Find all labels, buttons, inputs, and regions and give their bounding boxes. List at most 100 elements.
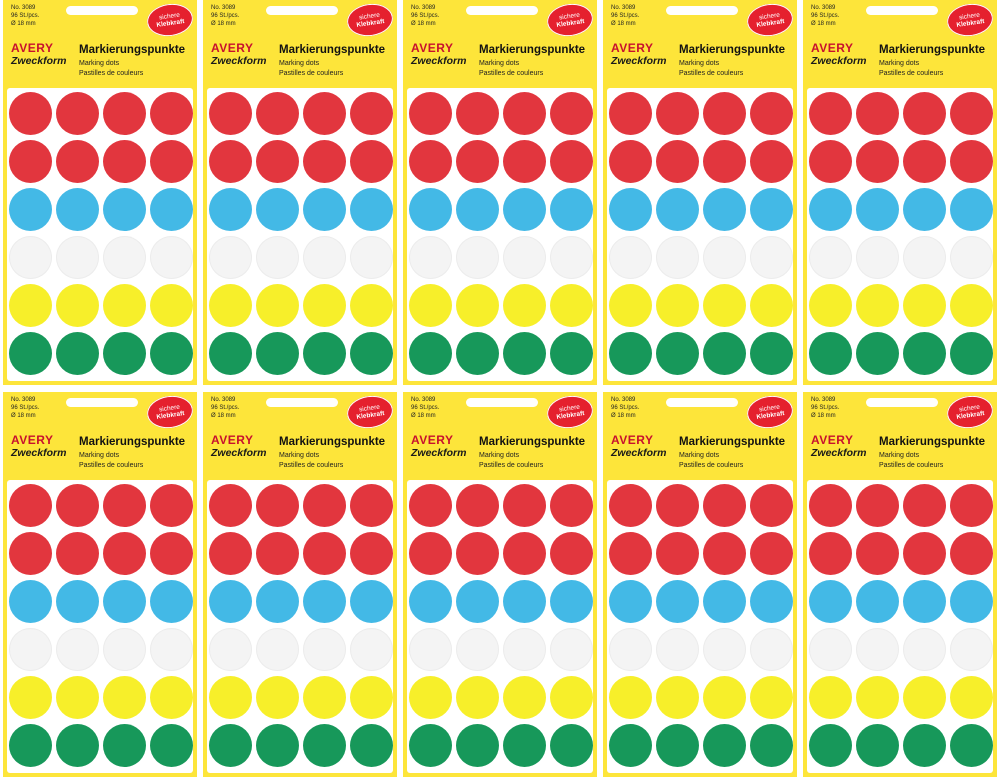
brand-logo: AVERY Zweckform xyxy=(811,42,869,80)
brand-avery: AVERY xyxy=(11,433,54,447)
white-dot xyxy=(856,628,899,671)
red-dot xyxy=(456,92,499,135)
quantity-label: 96 St./pcs. xyxy=(211,13,240,19)
red-dot xyxy=(856,484,899,527)
red-dot xyxy=(950,140,993,183)
green-dot xyxy=(350,332,393,375)
product-subtitle-en: Marking dots xyxy=(879,452,920,459)
red-dot xyxy=(150,484,193,527)
red-dot xyxy=(103,140,146,183)
pack-meta: No. 3089 96 St./pcs. Ø 18 mm xyxy=(611,396,639,420)
red-dot xyxy=(409,92,452,135)
green-dot xyxy=(456,724,499,767)
pack-meta: No. 3089 96 St./pcs. Ø 18 mm xyxy=(611,4,639,28)
yellow-dot xyxy=(703,284,746,327)
white-dot xyxy=(609,628,652,671)
sticker-pack: No. 3089 96 St./pcs. Ø 18 mm sichere Kle… xyxy=(803,0,997,385)
yellow-dot xyxy=(950,676,993,719)
blue-dot xyxy=(950,580,993,623)
red-dot xyxy=(703,92,746,135)
red-dot xyxy=(550,484,593,527)
white-dot xyxy=(56,628,99,671)
green-dot xyxy=(750,332,793,375)
red-dot xyxy=(256,532,299,575)
hang-slot xyxy=(266,398,338,407)
green-dot xyxy=(809,332,852,375)
yellow-dot xyxy=(750,676,793,719)
pack-meta: No. 3089 96 St./pcs. Ø 18 mm xyxy=(11,4,39,28)
product-title: Markierungspunkte xyxy=(79,436,186,448)
white-dot xyxy=(456,236,499,279)
red-dot xyxy=(856,92,899,135)
blue-dot xyxy=(9,580,52,623)
yellow-dot xyxy=(350,676,393,719)
article-number: No. 3089 xyxy=(811,397,836,403)
brand-avery: AVERY xyxy=(211,41,254,55)
red-dot xyxy=(903,484,946,527)
white-dot xyxy=(103,236,146,279)
white-dot xyxy=(456,628,499,671)
product-title: Markierungspunkte xyxy=(479,44,586,56)
red-dot xyxy=(209,484,252,527)
product-title: Markierungspunkte xyxy=(79,44,186,56)
blue-dot xyxy=(656,188,699,231)
green-dot xyxy=(503,724,546,767)
product-subtitle-en: Marking dots xyxy=(479,452,520,459)
white-dot xyxy=(409,236,452,279)
white-dot xyxy=(550,236,593,279)
adhesion-badge: sichere Klebkraft xyxy=(744,392,796,432)
white-dot xyxy=(150,628,193,671)
red-dot xyxy=(209,140,252,183)
yellow-dot xyxy=(303,676,346,719)
brand-logo: AVERY Zweckform xyxy=(611,42,669,80)
product-subtitle-fr: Pastilles de couleurs xyxy=(479,462,544,469)
brand-logo: AVERY Zweckform xyxy=(411,434,469,472)
blue-dot xyxy=(303,580,346,623)
dot-sheet xyxy=(807,480,993,773)
diameter-label: Ø 18 mm xyxy=(11,413,36,419)
adhesion-badge: sichere Klebkraft xyxy=(944,0,996,40)
yellow-dot xyxy=(303,284,346,327)
yellow-dot xyxy=(409,284,452,327)
white-dot xyxy=(350,236,393,279)
red-dot xyxy=(950,532,993,575)
white-dot xyxy=(209,628,252,671)
red-dot xyxy=(350,532,393,575)
green-dot xyxy=(256,724,299,767)
brand-avery: AVERY xyxy=(611,433,654,447)
brand-zweckform: Zweckform xyxy=(11,447,67,459)
sticker-pack: No. 3089 96 St./pcs. Ø 18 mm sichere Kle… xyxy=(603,392,797,777)
product-subtitle-fr: Pastilles de couleurs xyxy=(679,462,744,469)
white-dot xyxy=(256,628,299,671)
yellow-dot xyxy=(9,284,52,327)
pack-meta: No. 3089 96 St./pcs. Ø 18 mm xyxy=(411,396,439,420)
pack-meta: No. 3089 96 St./pcs. Ø 18 mm xyxy=(211,396,239,420)
red-dot xyxy=(750,484,793,527)
blue-dot xyxy=(656,580,699,623)
blue-dot xyxy=(256,188,299,231)
yellow-dot xyxy=(350,284,393,327)
white-dot xyxy=(9,236,52,279)
red-dot xyxy=(703,532,746,575)
green-dot xyxy=(656,332,699,375)
red-dot xyxy=(503,484,546,527)
yellow-dot xyxy=(56,284,99,327)
product-title: Markierungspunkte xyxy=(279,436,386,448)
product-subtitle-en: Marking dots xyxy=(79,60,120,67)
product-title: Markierungspunkte xyxy=(679,436,786,448)
yellow-dot xyxy=(56,676,99,719)
hang-slot xyxy=(66,6,138,15)
red-dot xyxy=(256,140,299,183)
article-number: No. 3089 xyxy=(211,5,236,11)
yellow-dot xyxy=(656,676,699,719)
dot-sheet xyxy=(7,88,193,381)
product-subtitle-fr: Pastilles de couleurs xyxy=(279,462,344,469)
blue-dot xyxy=(209,188,252,231)
dot-sheet xyxy=(207,480,393,773)
green-dot xyxy=(209,724,252,767)
quantity-label: 96 St./pcs. xyxy=(811,405,840,411)
article-number: No. 3089 xyxy=(11,397,36,403)
white-dot xyxy=(903,628,946,671)
hang-slot xyxy=(666,398,738,407)
green-dot xyxy=(256,332,299,375)
